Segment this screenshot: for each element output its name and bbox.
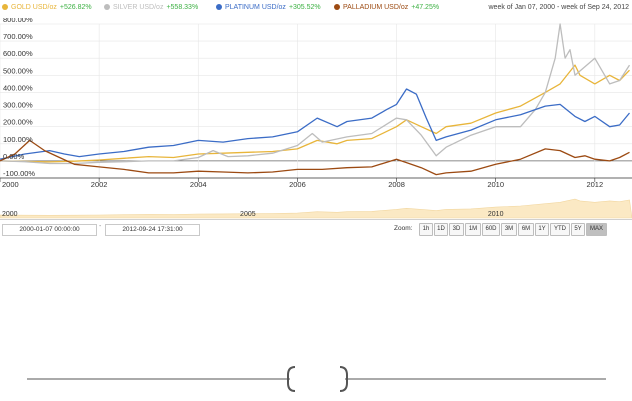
x-tick-label: 2008	[388, 180, 405, 189]
legend-item-silver[interactable]: SILVER USD/oz +558.33%	[104, 4, 198, 11]
spinner-right-bracket-icon	[339, 366, 348, 392]
navigator-tick-label: 2010	[488, 211, 504, 218]
silver-dot-icon	[104, 4, 110, 10]
navigator-tick-label: 2005	[240, 211, 256, 218]
y-tick-label: -100.00%	[3, 169, 35, 178]
zoom-button-3d[interactable]: 3D	[449, 223, 464, 236]
navigator-area	[0, 198, 632, 219]
zoom-button-1h[interactable]: 1h	[419, 223, 433, 236]
y-tick-label: 300.00%	[3, 101, 33, 110]
legend-item-gold[interactable]: GOLD USD/oz +526.82%	[2, 4, 92, 11]
loading-spinner	[27, 366, 606, 392]
y-tick-label: 100.00%	[3, 135, 33, 144]
x-tick-label: 2012	[586, 180, 603, 189]
x-tick-label: 2006	[289, 180, 306, 189]
x-axis: 2000 2002 2004 2006 2008 2010 2012	[0, 177, 632, 189]
gold-dot-icon	[2, 4, 8, 10]
series-line-platinum	[0, 88, 631, 160]
y-tick-label: 800.00%	[3, 18, 33, 24]
series-line-gold	[0, 64, 630, 163]
navigator-tick-label: 2000	[2, 211, 18, 218]
y-tick-label: 200.00%	[3, 118, 33, 127]
legend-label-platinum: PLATINUM USD/oz	[225, 4, 286, 11]
zoom-button-3m[interactable]: 3M	[501, 223, 517, 236]
y-tick-label: 500.00%	[3, 66, 33, 75]
legend: GOLD USD/oz +526.82% SILVER USD/oz +558.33…	[0, 0, 632, 18]
series-line-silver	[0, 23, 631, 165]
x-tick-label: 2000	[2, 180, 19, 189]
series-line-palladium	[0, 139, 630, 176]
zoom-button-1d[interactable]: 1D	[434, 223, 448, 236]
y-tick-label: 400.00%	[3, 83, 33, 92]
y-tick-label: 600.00%	[3, 49, 33, 58]
series-lines	[0, 23, 631, 176]
palladium-dot-icon	[334, 4, 340, 10]
zoom-button-ytd[interactable]: YTD	[550, 223, 570, 236]
legend-change-silver: +558.33%	[166, 4, 199, 11]
legend-label-palladium: PALLADIUM USD/oz	[343, 4, 409, 11]
zoom-button-max[interactable]: MAX	[586, 223, 607, 236]
x-tick-label: 2004	[190, 180, 207, 189]
zoom-button-1m[interactable]: 1M	[465, 223, 481, 236]
legend-label-gold: GOLD USD/oz	[11, 4, 57, 11]
legend-item-platinum[interactable]: PLATINUM USD/oz +305.52%	[216, 4, 321, 11]
platinum-dot-icon	[216, 4, 222, 10]
legend-change-gold: +526.82%	[59, 4, 92, 11]
legend-change-palladium: +47.25%	[411, 4, 440, 11]
navigator-ticks: 2000 2005 2010	[2, 211, 504, 218]
zoom-button-5y[interactable]: 5Y	[571, 223, 585, 236]
zoom-button-1y[interactable]: 1Y	[535, 223, 549, 236]
zoom-button-6m[interactable]: 6M	[518, 223, 534, 236]
main-chart[interactable]: 800.00% 700.00% 600.00% 500.00% 400.00% 300.0…	[0, 18, 632, 194]
navigator[interactable]: 2000 2005 2010	[0, 194, 632, 220]
x-tick-label: 2010	[487, 180, 504, 189]
y-axis-labels: 800.00% 700.00% 600.00% 500.00% 400.00% 300.0…	[3, 18, 35, 178]
y-tick-label: 0.00%	[3, 152, 25, 161]
y-tick-label: 700.00%	[3, 32, 33, 41]
to-date-input[interactable]: 2012-09-24 17:31:00	[105, 224, 200, 236]
x-tick-label: 2002	[91, 180, 108, 189]
grid	[0, 23, 632, 182]
legend-item-palladium[interactable]: PALLADIUM USD/oz +47.25%	[334, 4, 439, 11]
from-date-input[interactable]: 2000-01-07 00:00:00	[2, 224, 97, 236]
date-range-text: week of Jan 07, 2000 - week of Sep 24, 2…	[488, 4, 630, 11]
legend-change-platinum: +305.52%	[288, 4, 321, 11]
date-separator: -	[99, 223, 102, 230]
legend-label-silver: SILVER USD/oz	[113, 4, 164, 11]
zoom-button-60d[interactable]: 60D	[482, 223, 500, 236]
spinner-left-bracket-icon	[287, 366, 296, 392]
zoom-label: Zoom:	[394, 225, 413, 232]
